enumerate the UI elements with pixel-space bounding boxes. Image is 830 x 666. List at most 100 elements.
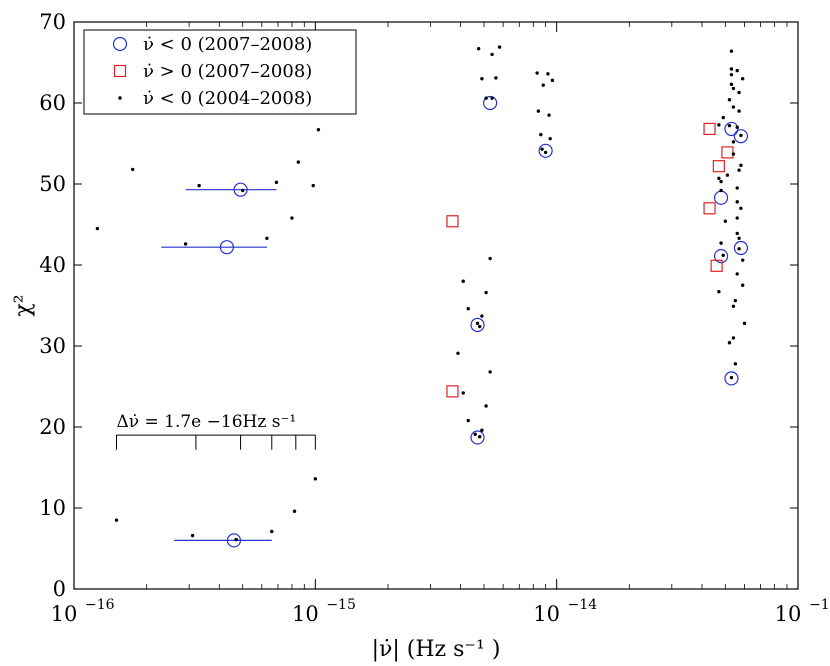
dot-point [735,68,739,73]
dot-point [735,272,739,276]
dot-point [183,242,188,246]
x-tick-label: 10 [292,602,319,626]
dot-point [290,216,294,220]
dot-point [197,183,201,188]
square-point [446,215,459,228]
dot-point [548,136,552,141]
dot-point [541,83,545,87]
dot-point [480,314,484,318]
legend-label: ν̇ < 0 (2004–2008) [143,88,312,109]
y-tick-label: 30 [39,334,66,358]
dot-point [719,188,723,193]
dot-point [731,152,736,156]
dot-point [488,256,492,261]
dot-point [190,533,195,538]
dot-point [737,247,741,251]
x-axis-label: |ν̇| (Hz s⁻¹ ) [372,637,501,662]
circle-point [733,129,749,144]
dot-point [739,206,743,210]
legend-label: ν̇ > 0 (2007–2008) [143,61,312,82]
dot-point [731,304,736,309]
dot-point [735,231,739,236]
y-axis-label: χ² [11,294,36,316]
square-point [712,160,725,173]
dot-point [727,341,732,345]
dot-point [737,109,741,113]
dot-point [547,113,551,117]
legend-marker [118,96,122,100]
dot-point [480,428,484,432]
dot-point [292,509,297,513]
legend-label: ν̇ < 0 (2007–2008) [143,34,312,55]
dot-point [497,45,502,49]
dot-point [240,188,245,193]
dot-point [488,370,492,374]
x-tick-label: 10 [775,602,802,626]
dot-point [723,219,728,223]
dot-point [484,290,488,295]
y-tick-label: 70 [39,10,66,34]
dot-point [719,241,723,245]
dot-point [234,537,238,542]
dot-point [296,160,300,164]
square-point [721,146,734,159]
circle-point [724,121,739,137]
dot-point [733,362,738,366]
dot-point [270,529,274,534]
y-tick-label: 50 [39,172,66,196]
dot-point [461,391,465,395]
square-point [710,259,723,272]
dot-point [735,186,739,190]
dot-point [95,226,100,231]
dot-point [729,82,734,87]
y-tick-label: 0 [53,577,66,601]
error-bars [161,189,277,542]
legend-box [83,29,357,115]
dot-point [731,86,736,91]
circle-point [733,240,749,256]
dot-point [546,72,550,76]
dot-point [473,432,477,436]
dot-point [739,133,743,138]
dot-point [536,109,541,113]
x-tick-label: 10 [51,602,78,626]
dot-point [733,298,738,303]
dot-point [717,123,721,127]
data-points [95,45,749,548]
x-tick-exponent: −13 [809,597,830,613]
dot-point [490,96,494,100]
dot-point [535,71,539,75]
dot-point [466,307,470,311]
dot-point [456,351,460,355]
dot-point [494,76,498,80]
dot-point [311,183,315,188]
dot-point [727,123,732,128]
dot-point [737,168,741,172]
dot-point [475,321,480,326]
dot-point [539,132,543,137]
dot-point [550,78,555,83]
circle-point [470,430,485,445]
dot-point [740,77,745,81]
dot-point [484,404,488,408]
circle-point [713,190,729,205]
x-tick-label: 10 [533,602,560,626]
dot-point [729,72,734,77]
dot-point [737,236,741,240]
circle-point [226,533,242,548]
circle-point [538,143,553,158]
resolution-annotation: Δν̇ = 1.7e −16Hz s⁻¹ [115,412,316,450]
y-tick-label: 20 [39,415,66,439]
dot-point [727,98,732,102]
circle-point [724,371,739,386]
dot-point [731,140,736,144]
dot-point [737,90,741,95]
square-point [703,122,716,136]
circle-point [233,182,248,197]
dot-point [717,290,721,294]
plot-frame [73,21,799,590]
dot-point [735,200,739,204]
y-tick-label: 60 [39,91,66,115]
dot-point [490,52,494,57]
